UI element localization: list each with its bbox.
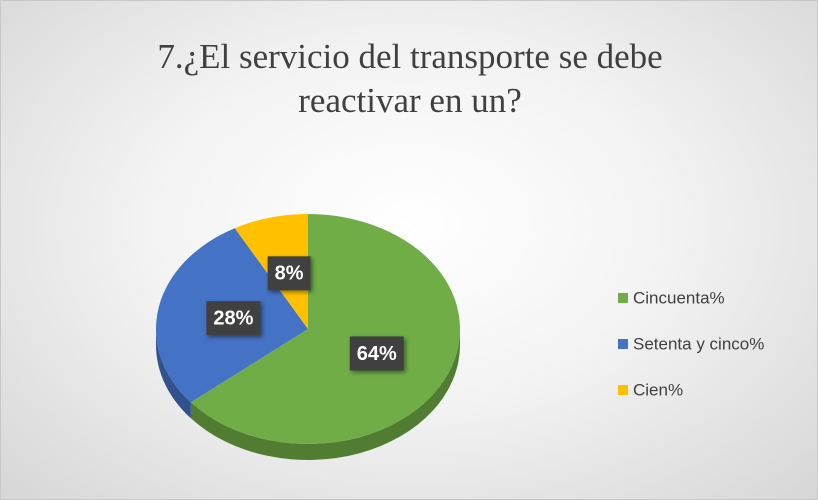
- chart-title: 7.¿El servicio del transporte se debe re…: [157, 37, 663, 120]
- legend-label: Cincuenta%: [633, 288, 725, 307]
- data-label-box: [206, 301, 261, 336]
- data-label-box: [267, 256, 311, 291]
- legend-label: Cien%: [633, 380, 683, 399]
- pie-side: [190, 329, 460, 460]
- legend-swatch: [618, 385, 628, 395]
- legend-swatch: [618, 339, 628, 349]
- data-label: 8%: [267, 256, 311, 291]
- legend-swatch: [618, 293, 628, 303]
- pie-slice: [190, 214, 460, 445]
- data-label: 64%: [349, 336, 404, 371]
- data-label-text: 64%: [357, 343, 397, 365]
- pie-side: [156, 329, 191, 419]
- data-label-text: 28%: [213, 308, 253, 330]
- legend-label: Setenta y cinco%: [633, 334, 764, 353]
- data-label-text: 8%: [275, 263, 304, 285]
- data-label: 28%: [206, 301, 261, 336]
- data-label-box: [349, 336, 404, 371]
